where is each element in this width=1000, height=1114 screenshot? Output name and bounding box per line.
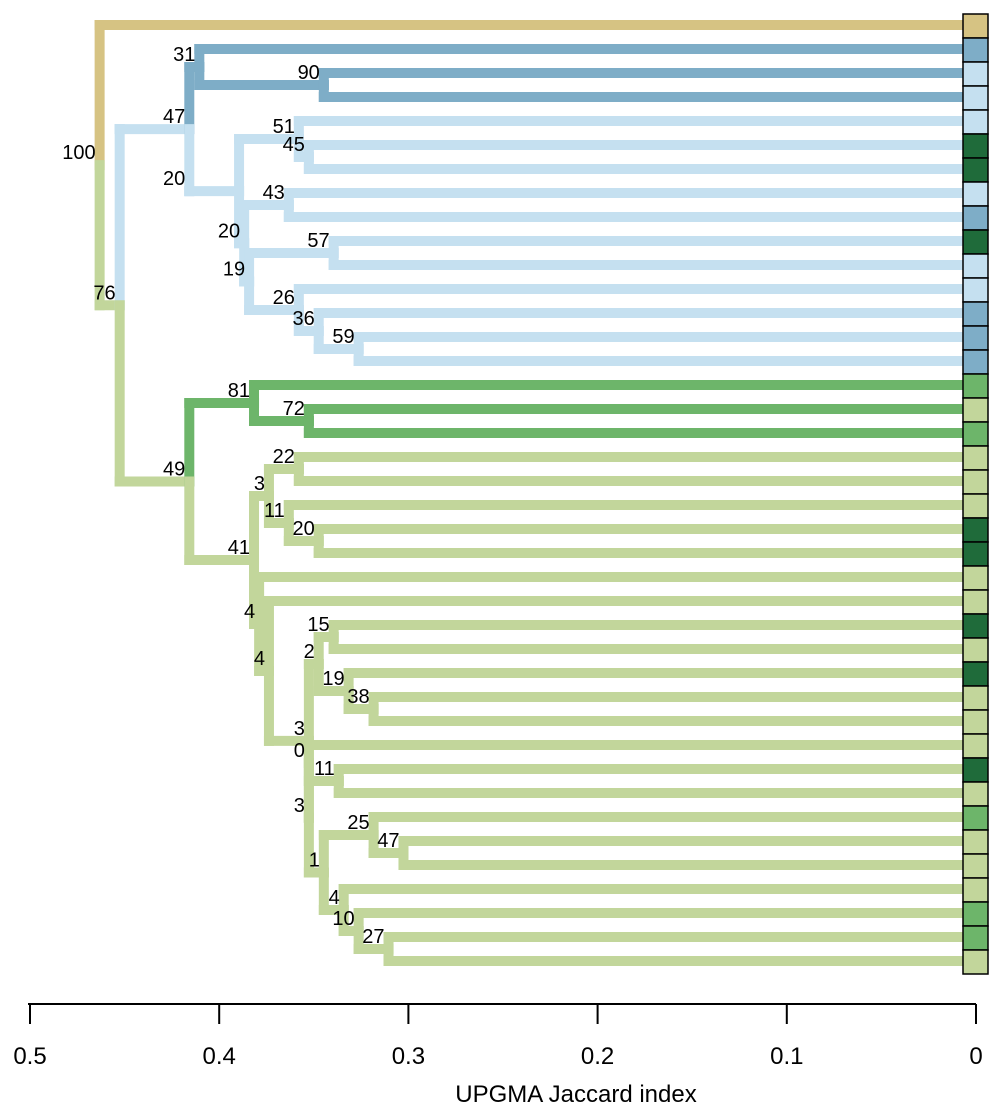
leaf-color-cell [962, 229, 989, 255]
support-value: 3 [294, 795, 305, 817]
leaf-color-cell [962, 637, 989, 663]
support-value: 15 [307, 614, 329, 636]
support-value: 49 [163, 458, 185, 480]
leaf-color-cell [962, 469, 989, 495]
support-value: 41 [228, 537, 250, 559]
support-value: 19 [322, 668, 344, 690]
leaf-color-cell [962, 709, 989, 735]
x-axis-tick-label: 0.5 [13, 1043, 46, 1070]
leaf-color-cell [962, 853, 989, 879]
support-value: 90 [298, 62, 320, 84]
support-labels: 9031455143575936261920204772812220113153… [62, 44, 399, 948]
leaf-color-cell [962, 13, 989, 39]
leaf-color-cell [962, 421, 989, 447]
leaf-color-cell [962, 109, 989, 135]
leaf-color-cell [962, 781, 989, 807]
leaf-color-strip [962, 13, 989, 975]
support-value: 51 [273, 116, 295, 138]
support-value: 36 [292, 308, 314, 330]
support-value: 31 [173, 44, 195, 66]
support-value: 4 [244, 601, 255, 623]
support-value: 25 [347, 812, 369, 834]
support-value: 3 [294, 718, 305, 740]
leaf-color-cell [962, 517, 989, 543]
support-value: 4 [254, 648, 265, 670]
leaf-color-cell [962, 877, 989, 903]
leaf-color-cell [962, 493, 989, 519]
support-value: 57 [307, 230, 329, 252]
leaf-color-cell [962, 133, 989, 159]
x-axis: 0.5 0.4 0.3 0.2 0.1 0 UPGMA Jaccard index [13, 1003, 983, 1108]
leaf-color-cell [962, 613, 989, 639]
x-axis-tick-label: 0.1 [770, 1043, 803, 1070]
leaf-color-cell [962, 445, 989, 471]
support-value: 4 [329, 887, 340, 909]
support-value: 11 [314, 758, 335, 780]
support-value: 11 [264, 500, 285, 522]
leaf-color-cell [962, 349, 989, 375]
x-axis-tick-label: 0 [969, 1043, 982, 1070]
leaf-color-cell [962, 205, 989, 231]
leaf-color-cell [962, 301, 989, 327]
support-value: 0 [294, 740, 305, 762]
support-value: 81 [228, 380, 250, 402]
leaf-color-cell [962, 757, 989, 783]
leaf-color-cell [962, 925, 989, 951]
leaf-color-cell [962, 685, 989, 711]
leaf-color-cell [962, 373, 989, 399]
support-value: 1 [309, 850, 320, 872]
leaf-color-cell [962, 733, 989, 759]
support-value: 76 [93, 282, 115, 304]
support-value: 100 [62, 142, 95, 164]
support-value: 45 [283, 134, 305, 156]
leaf-color-cell [962, 565, 989, 591]
support-value: 20 [163, 168, 185, 190]
support-value: 43 [263, 182, 285, 204]
support-value: 2 [304, 641, 315, 663]
leaf-color-cell [962, 397, 989, 423]
support-value: 27 [362, 926, 384, 948]
leaf-color-cell [962, 829, 989, 855]
x-axis-tick-label: 0.2 [581, 1043, 614, 1070]
support-value: 47 [377, 830, 399, 852]
support-value: 38 [347, 686, 369, 708]
leaf-color-cell [962, 181, 989, 207]
support-value: 20 [218, 220, 240, 242]
support-value: 26 [273, 287, 295, 309]
support-value: 72 [283, 398, 305, 420]
support-value: 22 [273, 446, 295, 468]
leaf-color-cell [962, 589, 989, 615]
leaf-color-cell [962, 805, 989, 831]
dendrogram-branches [94, 20, 981, 966]
support-value: 19 [223, 259, 245, 281]
leaf-color-cell [962, 901, 989, 927]
support-value: 10 [332, 908, 354, 930]
leaf-color-cell [962, 277, 989, 303]
leaf-color-cell [962, 85, 989, 111]
leaf-color-cell [962, 253, 989, 279]
leaf-color-cell [962, 661, 989, 687]
x-axis-title: UPGMA Jaccard index [455, 1081, 696, 1108]
leaf-color-cell [962, 325, 989, 351]
leaf-color-cell [962, 61, 989, 87]
support-value: 59 [332, 326, 354, 348]
support-value: 20 [292, 518, 314, 540]
leaf-color-cell [962, 541, 989, 567]
x-axis-tick-label: 0.3 [392, 1043, 425, 1070]
support-value: 47 [163, 106, 185, 128]
leaf-color-cell [962, 949, 989, 975]
leaf-color-cell [962, 37, 989, 63]
support-value: 3 [254, 473, 265, 495]
x-axis-tick-label: 0.4 [203, 1043, 236, 1070]
leaf-color-cell [962, 157, 989, 183]
